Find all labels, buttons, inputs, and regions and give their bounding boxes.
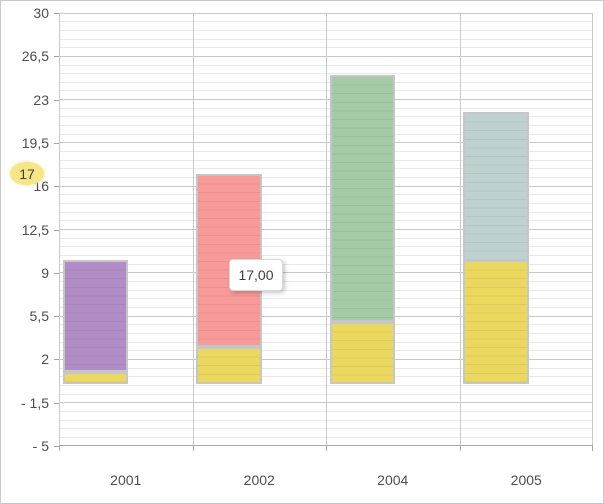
value-tooltip-label: 17,00	[238, 267, 274, 283]
x-tick-mark	[59, 446, 60, 451]
bar-segment-2005-series-1[interactable]	[463, 260, 529, 385]
bar-segment-2004-series-2[interactable]	[329, 74, 395, 323]
y-tick-mark	[54, 13, 59, 14]
x-tick-mark	[192, 446, 194, 451]
y-tick-mark	[54, 446, 59, 447]
y-tick-label: - 5	[32, 438, 49, 454]
y-tick-label: 19,5	[21, 134, 49, 151]
x-tick-mark	[326, 446, 327, 451]
y-tick-mark	[54, 316, 59, 318]
x-category-label: 2002	[243, 472, 275, 488]
y-tick-mark	[54, 359, 59, 361]
x-category-label: 2001	[110, 472, 142, 488]
x-tick-mark	[592, 446, 593, 451]
y-tick-mark	[54, 142, 59, 144]
bar-segment-2005-series-2[interactable]	[463, 112, 529, 261]
y-tick-mark	[54, 56, 59, 58]
y-tick-mark	[54, 402, 59, 404]
y-tick-label: 26,5	[21, 48, 49, 65]
category-gridline	[192, 13, 194, 446]
y-tick-label: 2	[41, 351, 49, 368]
plot-area	[59, 12, 593, 446]
y-tick-label: 5,5	[29, 308, 49, 325]
category-gridline	[459, 13, 461, 446]
x-category-label: 2004	[377, 472, 409, 488]
category-gridline	[326, 13, 327, 446]
plot-right-border	[592, 13, 593, 446]
x-category-label: 2005	[510, 472, 542, 488]
bar-segment-2001-series-2[interactable]	[62, 260, 128, 372]
y-tick-mark	[54, 272, 59, 274]
y-tick-label: 30	[33, 5, 49, 21]
axis-highlight-ellipse: 17	[10, 162, 44, 186]
y-tick-label: 12,5	[21, 221, 49, 238]
bar-segment-2002-series-1[interactable]	[196, 347, 262, 385]
bar-segment-2004-series-1[interactable]	[329, 322, 395, 385]
y-tick-label: 9	[41, 264, 49, 281]
axis-highlight-label: 17	[19, 165, 35, 182]
bar-segment-2001-series-1[interactable]	[62, 371, 128, 385]
y-tick-mark	[54, 99, 59, 101]
y-tick-label: 23	[33, 91, 49, 108]
y-tick-label: - 1,5	[20, 394, 49, 411]
y-tick-mark	[54, 229, 59, 231]
x-tick-mark	[459, 446, 461, 451]
x-axis-line	[59, 445, 593, 446]
value-tooltip: 17,00	[229, 259, 283, 291]
y-tick-mark	[54, 186, 59, 188]
plot-left-border	[59, 13, 60, 446]
